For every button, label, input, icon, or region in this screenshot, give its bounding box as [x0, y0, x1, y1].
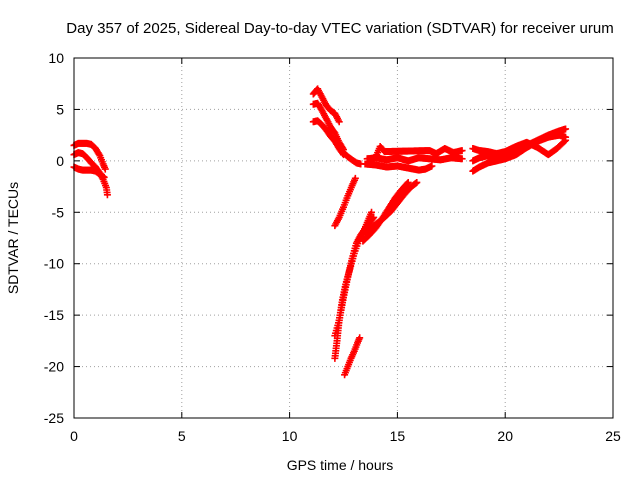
x-axis-label: GPS time / hours	[287, 457, 394, 473]
x-tick-label: 10	[282, 428, 298, 444]
data-point	[404, 178, 412, 186]
data-point	[458, 155, 466, 163]
data-series	[331, 174, 359, 230]
x-tick-label: 5	[178, 428, 186, 444]
plot-frame	[73, 57, 614, 419]
data-series	[70, 163, 108, 181]
y-tick-label: -25	[44, 410, 64, 426]
x-tick-label: 25	[605, 428, 621, 444]
grid-lines	[74, 58, 613, 418]
data-series	[309, 117, 347, 159]
axis-ticks	[73, 57, 614, 419]
y-tick-label: 10	[48, 50, 64, 66]
y-tick-label: 0	[56, 153, 64, 169]
data-point	[356, 334, 364, 342]
data-series	[372, 142, 466, 161]
data-series	[363, 154, 466, 165]
y-tick-label: 5	[56, 101, 64, 117]
data-point	[562, 125, 570, 133]
data-series	[341, 334, 364, 379]
data-point	[403, 179, 411, 187]
x-tick-labels: 0 5 10 15 20 25	[70, 428, 621, 444]
data-point	[369, 215, 377, 223]
data-point	[101, 165, 109, 173]
data-point	[428, 162, 436, 170]
y-tick-label: -15	[44, 307, 64, 323]
data-series	[309, 85, 343, 126]
y-tick-label: -5	[52, 204, 65, 220]
y-tick-label: -10	[44, 256, 64, 272]
x-tick-label: 0	[70, 428, 78, 444]
data-series	[359, 178, 412, 245]
y-tick-label: -20	[44, 359, 64, 375]
data-series	[469, 136, 570, 159]
x-tick-label: 20	[497, 428, 513, 444]
data-point	[413, 178, 421, 186]
data-points	[70, 85, 570, 379]
chart-title: Day 357 of 2025, Sidereal Day-to-day VTE…	[66, 20, 613, 37]
x-tick-label: 15	[390, 428, 406, 444]
data-point	[335, 118, 343, 126]
data-point	[100, 173, 108, 181]
data-point	[562, 136, 570, 144]
data-point	[370, 213, 378, 221]
y-tick-labels: -25 -20 -15 -10 -5 0 5 10	[44, 50, 64, 426]
y-axis-label: SDTVAR / TECUs	[5, 182, 21, 294]
data-series	[70, 149, 111, 199]
data-series	[469, 131, 570, 175]
data-series	[361, 160, 436, 174]
data-point	[561, 137, 569, 145]
data-point	[458, 147, 466, 155]
data-point	[368, 208, 376, 216]
data-point	[351, 174, 359, 182]
data-series	[340, 149, 365, 168]
data-point	[103, 191, 111, 199]
